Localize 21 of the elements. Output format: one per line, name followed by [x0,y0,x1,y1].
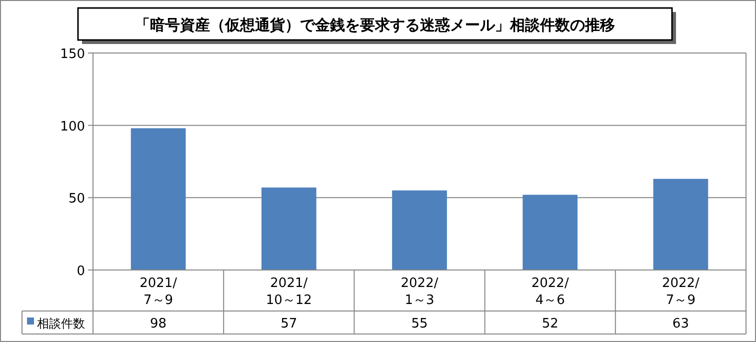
data-label: 98 [150,316,167,332]
x-tick-label: 2021/ 7～9 [140,276,178,308]
y-tick-label: 100 [60,119,85,134]
data-label: 52 [542,316,558,332]
data-label: 63 [672,316,689,332]
bar [130,128,186,270]
bar [261,188,316,270]
bar [392,190,447,270]
x-tick-label: 2022/ 1～3 [400,276,439,308]
x-tick-label: 2022/ 4～6 [531,276,570,308]
chart-title: 「暗号資産（仮想通貨）で金銭を要求する迷惑メール」相談件数の推移 [135,16,615,34]
bar [522,194,578,270]
y-tick-label: 50 [68,192,85,207]
y-tick-label: 0 [76,264,85,279]
data-label: 57 [280,316,298,332]
bar [653,178,708,270]
x-tick-label: 2022/ 7～9 [662,276,700,308]
y-tick-label: 150 [60,47,85,62]
x-tick-label: 2021/ 10～12 [266,276,312,308]
data-label: 55 [411,316,428,332]
legend-label: 相談件数 [37,316,85,330]
